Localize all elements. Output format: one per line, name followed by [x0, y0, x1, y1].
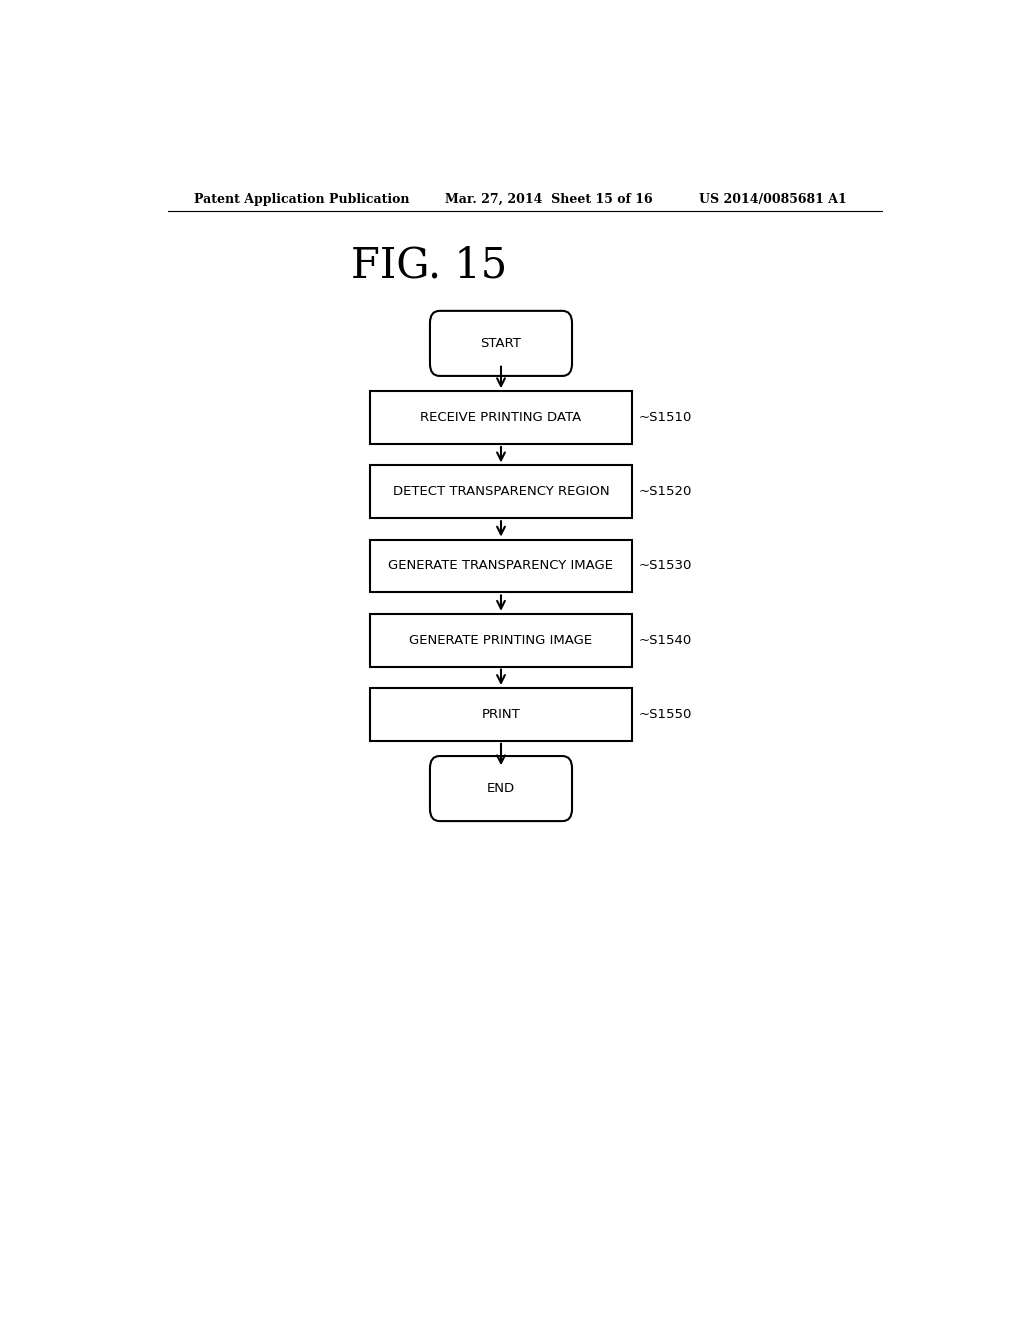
FancyBboxPatch shape	[430, 756, 572, 821]
FancyBboxPatch shape	[430, 312, 572, 376]
FancyBboxPatch shape	[370, 540, 632, 593]
Text: Patent Application Publication: Patent Application Publication	[194, 193, 410, 206]
Text: DETECT TRANSPARENCY REGION: DETECT TRANSPARENCY REGION	[392, 486, 609, 498]
Text: ~S1530: ~S1530	[638, 560, 691, 573]
Text: ~S1550: ~S1550	[638, 708, 691, 721]
FancyBboxPatch shape	[370, 614, 632, 667]
FancyBboxPatch shape	[370, 688, 632, 741]
FancyBboxPatch shape	[370, 391, 632, 444]
Text: END: END	[487, 781, 515, 795]
Text: ~S1510: ~S1510	[638, 411, 691, 424]
Text: GENERATE PRINTING IMAGE: GENERATE PRINTING IMAGE	[410, 634, 593, 647]
Text: Mar. 27, 2014  Sheet 15 of 16: Mar. 27, 2014 Sheet 15 of 16	[445, 193, 653, 206]
Text: FIG. 15: FIG. 15	[351, 244, 508, 286]
Text: ~S1520: ~S1520	[638, 486, 691, 498]
Text: START: START	[480, 337, 521, 350]
FancyBboxPatch shape	[370, 466, 632, 519]
Text: RECEIVE PRINTING DATA: RECEIVE PRINTING DATA	[421, 411, 582, 424]
Text: ~S1540: ~S1540	[638, 634, 691, 647]
Text: PRINT: PRINT	[481, 708, 520, 721]
Text: US 2014/0085681 A1: US 2014/0085681 A1	[699, 193, 847, 206]
Text: GENERATE TRANSPARENCY IMAGE: GENERATE TRANSPARENCY IMAGE	[388, 560, 613, 573]
